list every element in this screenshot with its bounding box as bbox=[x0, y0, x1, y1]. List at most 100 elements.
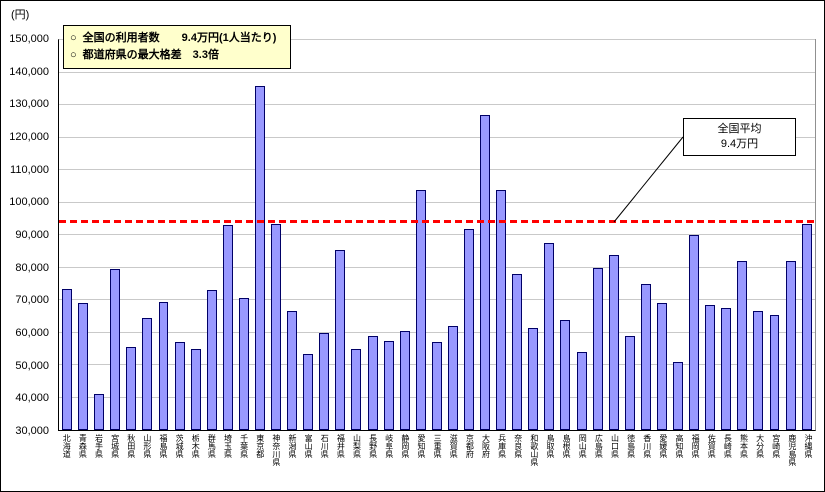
x-axis-label-cell: 山形県 bbox=[139, 432, 155, 490]
y-axis-tick-labels: 30,000 40,000 50,000 60,000 70,000 80,000 90,0… bbox=[1, 33, 53, 437]
x-axis-label-cell: 熊本県 bbox=[735, 432, 751, 490]
summary-note-box: ○ 全国の利用者数 9.4万円(1人当たり) ○ 都道府県の最大格差 3.3倍 bbox=[63, 25, 292, 70]
x-axis-label-cell: 鳥取県 bbox=[542, 432, 558, 490]
x-axis-label: 宮城県 bbox=[110, 434, 120, 458]
x-axis-label: 新潟県 bbox=[288, 434, 297, 458]
y-axis-unit-label: (円) bbox=[11, 9, 30, 21]
x-axis-label: 大分県 bbox=[755, 434, 765, 458]
note-row: ○ 全国の利用者数 9.4万円(1人当たり) bbox=[70, 30, 276, 47]
x-axis-labels: 北海道 青森県 岩手県 宮城県 秋田県 山形県 福島県 茨城県 栃木県 群馬県 埼玉県 千葉県 東京都神… bbox=[58, 432, 816, 490]
y-axis-tick-label: 140,000 bbox=[9, 65, 49, 78]
bar-slot bbox=[702, 40, 718, 430]
x-axis-label: 秋田県 bbox=[126, 434, 136, 458]
x-axis-label: 北海道 bbox=[62, 434, 72, 458]
bar-宮崎県 bbox=[769, 314, 780, 430]
x-axis-label-cell: 富山県 bbox=[300, 432, 316, 490]
bar-山形県 bbox=[142, 317, 153, 430]
bar-slot bbox=[718, 40, 734, 430]
bar-slot bbox=[397, 40, 413, 430]
x-axis-label-cell: 青森県 bbox=[74, 432, 90, 490]
bar-北海道 bbox=[62, 288, 73, 430]
bar-slot bbox=[91, 40, 107, 430]
x-axis-label-cell: 山梨県 bbox=[348, 432, 364, 490]
bar-滋賀県 bbox=[447, 326, 458, 430]
bar-京都府 bbox=[464, 228, 474, 430]
x-axis-label: 和歌山県 bbox=[529, 434, 539, 466]
bar-青森県 bbox=[78, 303, 89, 430]
bar-香川県 bbox=[640, 283, 651, 430]
x-axis-label: 愛知県 bbox=[417, 434, 426, 458]
bar-slot bbox=[284, 40, 300, 430]
x-axis-label: 福島県 bbox=[159, 434, 168, 458]
x-axis-label: 岐阜県 bbox=[384, 434, 394, 458]
x-axis-label-cell: 愛知県 bbox=[413, 432, 429, 490]
bar-鹿児島県 bbox=[785, 261, 796, 430]
gridline bbox=[59, 299, 815, 301]
y-axis-tick-label: 90,000 bbox=[15, 229, 49, 241]
x-axis-label: 鹿児島県 bbox=[787, 434, 797, 466]
y-axis-tick-label: 100,000 bbox=[9, 196, 49, 209]
bar-slot bbox=[750, 40, 766, 430]
x-axis-label-cell: 鹿児島県 bbox=[784, 432, 800, 490]
x-axis-label-cell: 愛媛県 bbox=[655, 432, 671, 490]
bar-茨城県 bbox=[174, 342, 185, 430]
x-axis-label-cell: 群馬県 bbox=[203, 432, 219, 490]
x-axis-label-cell: 山口県 bbox=[606, 432, 622, 490]
bar-slot bbox=[204, 40, 220, 430]
bar-秋田県 bbox=[126, 347, 137, 430]
bar-slot bbox=[445, 40, 461, 430]
x-axis-label: 長野県 bbox=[368, 434, 378, 458]
bar-slot bbox=[172, 40, 188, 430]
x-axis-label: 兵庫県 bbox=[497, 434, 507, 458]
x-axis-label-cell: 京都府 bbox=[461, 432, 477, 490]
x-axis-label: 奈良県 bbox=[513, 434, 523, 458]
bar-slot bbox=[155, 40, 171, 430]
bar-slot bbox=[541, 40, 557, 430]
x-axis-label-cell: 宮城県 bbox=[106, 432, 122, 490]
x-axis-label: 京都府 bbox=[465, 434, 475, 458]
x-axis-label-cell: 香川県 bbox=[639, 432, 655, 490]
x-axis-label-cell: 埼玉県 bbox=[219, 432, 235, 490]
bar-岩手県 bbox=[94, 394, 105, 430]
note-text: 都道府県の最大格差 3.3倍 bbox=[82, 49, 219, 62]
x-axis-label: 広島県 bbox=[594, 434, 604, 458]
bar-福岡県 bbox=[689, 235, 700, 430]
plot-area bbox=[58, 39, 816, 431]
gridline bbox=[59, 71, 815, 73]
x-axis-label: 長崎県 bbox=[723, 434, 733, 458]
bar-熊本県 bbox=[737, 261, 748, 430]
bar-宮城県 bbox=[110, 269, 121, 430]
bar-slot bbox=[606, 40, 622, 430]
bar-slot bbox=[348, 40, 364, 430]
bar-slot bbox=[316, 40, 332, 430]
x-axis-label: 熊本県 bbox=[739, 434, 749, 458]
bar-新潟県 bbox=[287, 311, 298, 430]
x-axis-label-cell: 長崎県 bbox=[719, 432, 735, 490]
bar-広島県 bbox=[592, 267, 603, 430]
x-axis-label: 神奈川県 bbox=[271, 434, 281, 466]
x-axis-label: 山梨県 bbox=[352, 434, 362, 458]
x-axis-label-cell: 石川県 bbox=[316, 432, 332, 490]
annotation-line-1: 全国平均 bbox=[717, 123, 762, 135]
x-axis-label: 三重県 bbox=[433, 434, 443, 458]
bar-鳥取県 bbox=[544, 243, 555, 430]
x-axis-label-cell: 福井県 bbox=[332, 432, 348, 490]
x-axis-label-cell: 宮崎県 bbox=[768, 432, 784, 490]
annotation-line-2: 9.4万円 bbox=[720, 137, 759, 150]
x-axis-label-cell: 岩手県 bbox=[90, 432, 106, 490]
x-axis-label: 静岡県 bbox=[400, 434, 410, 458]
bar-slot bbox=[574, 40, 590, 430]
x-axis-label-cell: 大阪府 bbox=[477, 432, 493, 490]
x-axis-label: 徳島県 bbox=[626, 434, 636, 458]
bar-長野県 bbox=[367, 335, 378, 430]
x-axis-label-cell: 岐阜県 bbox=[381, 432, 397, 490]
x-axis-label: 沖縄県 bbox=[804, 434, 813, 458]
bar-埼玉県 bbox=[222, 225, 233, 430]
x-axis-label: 福岡県 bbox=[691, 434, 701, 458]
bar-slot bbox=[686, 40, 702, 430]
y-axis-tick-label: 110,000 bbox=[10, 163, 49, 176]
bar-富山県 bbox=[303, 353, 314, 430]
bar-千葉県 bbox=[238, 298, 249, 430]
x-axis-label-cell: 和歌山県 bbox=[526, 432, 542, 490]
x-axis-label-cell: 千葉県 bbox=[235, 432, 251, 490]
